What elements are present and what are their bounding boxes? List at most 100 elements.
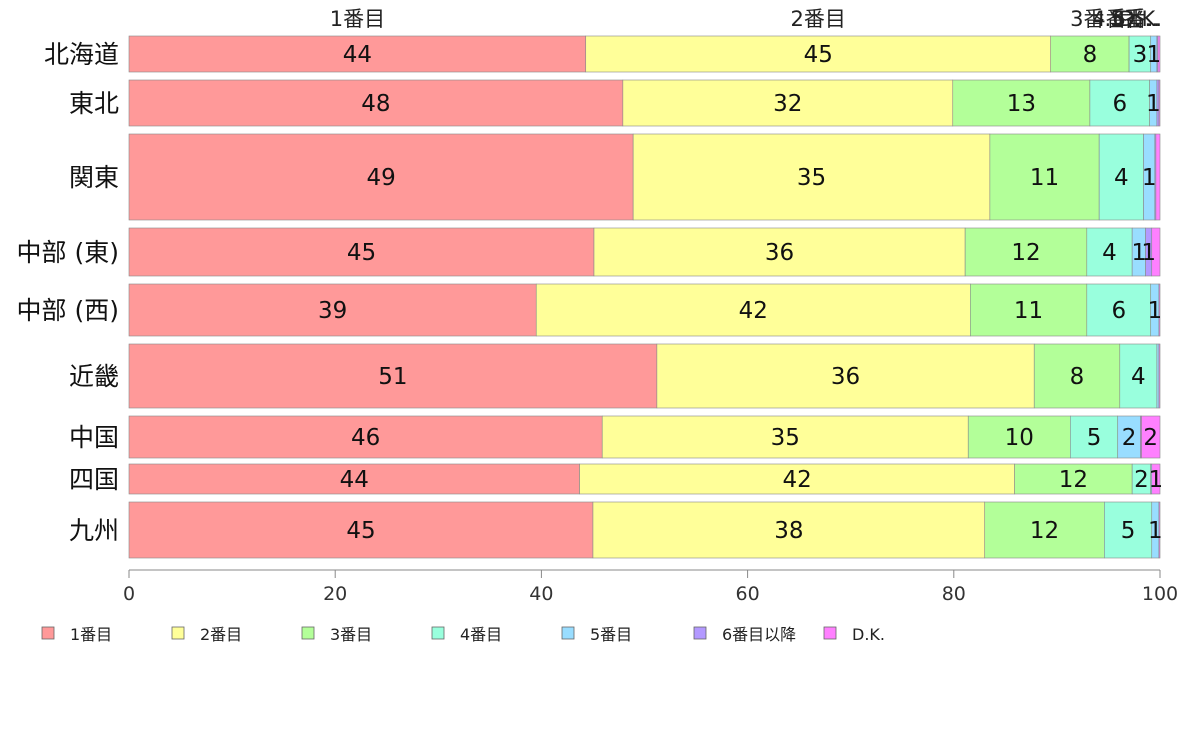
value-label-6-6: 2 xyxy=(1143,425,1158,451)
category-label-2: 関東 xyxy=(69,163,119,192)
bar-3-2 xyxy=(964,227,1088,277)
bar-5-4 xyxy=(1156,343,1160,409)
bar-2-1 xyxy=(632,133,991,221)
legend-swatch-0 xyxy=(41,626,55,640)
bar-3-0 xyxy=(128,227,595,277)
bar-6-0 xyxy=(128,415,603,459)
value-label-1-2: 13 xyxy=(1007,91,1036,117)
bar-4-2 xyxy=(969,283,1088,337)
value-label-7-1: 42 xyxy=(782,467,811,493)
bar-1-2 xyxy=(952,79,1091,127)
bar-6-2 xyxy=(967,415,1071,459)
bar-0-2 xyxy=(1050,35,1130,73)
bar-2-6 xyxy=(1155,133,1161,221)
bar-5-6 xyxy=(1158,343,1161,409)
value-label-8-3: 5 xyxy=(1121,518,1136,544)
legend-label-1: 2番目 xyxy=(200,625,242,644)
value-label-2-1: 35 xyxy=(797,165,826,191)
top-label-6: D.K. xyxy=(1119,7,1162,31)
x-tick-label-4: 80 xyxy=(942,583,966,605)
bar-6-6 xyxy=(1141,415,1161,459)
x-tick-label-2: 40 xyxy=(529,583,553,605)
top-series-labels: 1番目 2番目 3番..4番..5番..6番..D.K. xyxy=(330,7,1162,31)
bar-1-0 xyxy=(128,79,624,127)
bar-8-1 xyxy=(592,501,986,559)
value-label-1-1: 32 xyxy=(773,91,802,117)
x-axis: 0 20 40 60 80 100 xyxy=(123,569,1178,605)
value-label-1-4: 1 xyxy=(1146,91,1161,117)
value-label-3-1: 36 xyxy=(765,240,794,266)
value-label-6-3: 5 xyxy=(1087,425,1102,451)
top-label-3: 4番.. xyxy=(1092,7,1140,31)
top-label-4: 5番.. xyxy=(1110,7,1158,31)
bar-7-2 xyxy=(1014,463,1133,495)
bar-2-2 xyxy=(989,133,1100,221)
bar-7-1 xyxy=(579,463,1015,495)
value-label-8-4: 1 xyxy=(1148,518,1163,544)
legend-label-6: D.K. xyxy=(852,625,885,644)
bar-5-3 xyxy=(1119,343,1158,409)
value-label-0-1: 45 xyxy=(804,42,833,68)
value-label-6-2: 10 xyxy=(1005,425,1034,451)
value-label-2-3: 4 xyxy=(1114,165,1129,191)
value-label-4-4: 1 xyxy=(1148,298,1163,324)
bar-3-6 xyxy=(1151,227,1161,277)
bar-0-6 xyxy=(1157,35,1161,73)
value-label-4-3: 6 xyxy=(1111,298,1126,324)
bar-8-0 xyxy=(128,501,594,559)
value-label-4-0: 39 xyxy=(318,298,347,324)
category-label-6: 中国 xyxy=(69,423,119,452)
value-label-8-0: 45 xyxy=(346,518,375,544)
value-label-3-4: 1 xyxy=(1132,240,1147,266)
value-label-3-3: 4 xyxy=(1102,240,1117,266)
x-tick-label-3: 60 xyxy=(736,583,760,605)
top-label-1: 2番目 xyxy=(791,7,846,31)
legend-swatch-3 xyxy=(431,626,445,640)
bar-4-6 xyxy=(1158,283,1161,337)
legend: 1番目 2番目 3番目 4番目 5番目 6番目以降 D.K. xyxy=(41,625,885,644)
value-label-7-0: 44 xyxy=(340,467,369,493)
value-label-5-3: 4 xyxy=(1131,364,1146,390)
legend-label-4: 5番目 xyxy=(590,625,632,644)
category-label-1: 東北 xyxy=(69,89,119,118)
bar-7-0 xyxy=(128,463,580,495)
bar-4-1 xyxy=(535,283,971,337)
x-tick-label-0: 0 xyxy=(123,583,135,605)
legend-label-3: 4番目 xyxy=(460,625,502,644)
category-label-5: 近畿 xyxy=(69,362,119,391)
value-label-7-2: 12 xyxy=(1059,467,1088,493)
category-label-7: 四国 xyxy=(69,465,119,494)
legend-label-2: 3番目 xyxy=(330,625,372,644)
bar-3-3 xyxy=(1086,227,1133,277)
value-label-4-1: 42 xyxy=(739,298,768,324)
legend-swatch-2 xyxy=(301,626,315,640)
category-label-8: 九州 xyxy=(69,516,119,545)
value-label-0-2: 8 xyxy=(1083,42,1098,68)
bar-2-3 xyxy=(1098,133,1144,221)
value-label-0-3: 3 xyxy=(1133,42,1148,68)
value-label-7-6: 1 xyxy=(1149,467,1164,493)
value-label-5-2: 8 xyxy=(1070,364,1085,390)
value-label-1-3: 6 xyxy=(1112,91,1127,117)
x-tick-label-5: 100 xyxy=(1142,583,1178,605)
value-label-0-4: 1 xyxy=(1146,42,1161,68)
value-label-8-2: 12 xyxy=(1030,518,1059,544)
value-label-6-0: 46 xyxy=(351,425,380,451)
bar-8-6 xyxy=(1158,501,1161,559)
value-label-3-5: 1 xyxy=(1141,240,1156,266)
bar-5-1 xyxy=(656,343,1035,409)
value-label-2-4: 1 xyxy=(1142,165,1157,191)
category-label-3: 中部 (東) xyxy=(17,238,119,267)
bar-8-3 xyxy=(1104,501,1153,559)
top-label-2: 3番.. xyxy=(1070,7,1118,31)
bar-6-1 xyxy=(601,415,969,459)
value-label-5-0: 51 xyxy=(378,364,407,390)
value-label-0-0: 44 xyxy=(343,42,372,68)
value-label-7-3: 2 xyxy=(1134,467,1149,493)
top-label-0: 1番目 xyxy=(330,7,385,31)
value-label-1-0: 48 xyxy=(361,91,390,117)
bar-2-0 xyxy=(128,133,634,221)
bar-1-1 xyxy=(622,79,954,127)
